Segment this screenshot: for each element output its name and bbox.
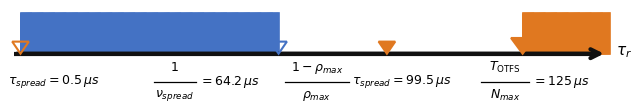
Text: $\tau_r$: $\tau_r$ xyxy=(616,44,632,60)
Text: $= 64.2\,\mu s$: $= 64.2\,\mu s$ xyxy=(199,74,260,90)
Text: $1$: $1$ xyxy=(170,61,179,74)
Polygon shape xyxy=(511,38,534,54)
Text: $N_{max}$: $N_{max}$ xyxy=(490,88,520,103)
Bar xyxy=(20,13,278,54)
Text: $= 125\,\mu s$: $= 125\,\mu s$ xyxy=(532,74,589,90)
Text: $1 - \rho_{max}$: $1 - \rho_{max}$ xyxy=(291,60,343,76)
Polygon shape xyxy=(379,42,395,54)
Text: $\tau_{spread} = 0.5\,\mu s$: $\tau_{spread} = 0.5\,\mu s$ xyxy=(8,73,99,90)
Text: $T_{\mathrm{OTFS}}$: $T_{\mathrm{OTFS}}$ xyxy=(489,60,521,75)
Text: $\tau_{spread} = 99.5\,\mu s$: $\tau_{spread} = 99.5\,\mu s$ xyxy=(352,73,451,90)
Bar xyxy=(523,13,610,54)
Text: $\nu_{spread}$: $\nu_{spread}$ xyxy=(155,88,194,103)
Text: $\rho_{max}$: $\rho_{max}$ xyxy=(302,89,332,103)
